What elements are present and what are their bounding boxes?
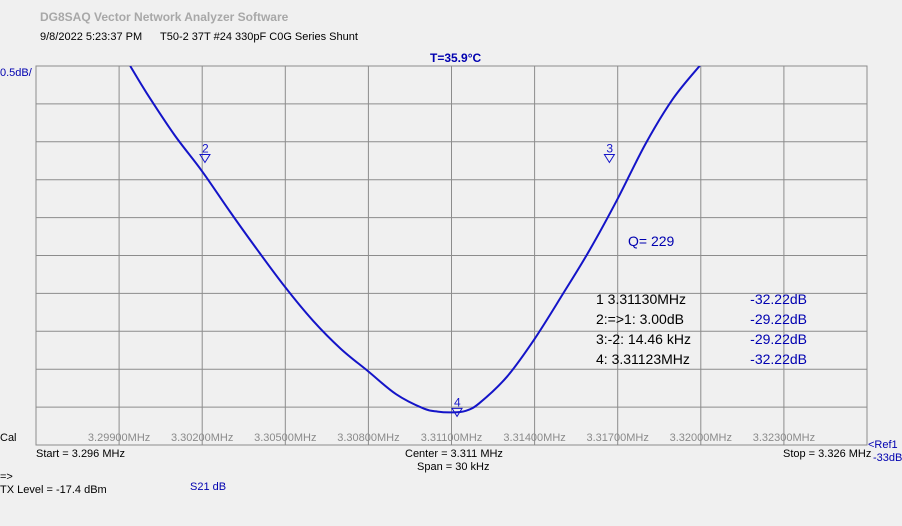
- q-factor-label: Q= 229: [628, 233, 675, 249]
- x-tick-label: 3.32300MHz: [753, 432, 815, 444]
- series-line-s21: [129, 66, 701, 414]
- marker-readout-right: -29.22dB: [750, 311, 807, 327]
- marker-triangle: [199, 153, 211, 164]
- x-tick-label: 3.32000MHz: [670, 432, 732, 444]
- marker-label: 2: [202, 141, 209, 155]
- marker-label: 4: [454, 395, 461, 409]
- span-label: Span = 30 kHz: [417, 461, 490, 473]
- sweep-description: T50-2 37T #24 330pF C0G Series Shunt: [160, 31, 358, 43]
- datetime-label: 9/8/2022 5:23:37 PM: [40, 31, 143, 43]
- marker-readout-left: 2:=>1: 3.00dB: [596, 311, 684, 327]
- arrow-indicator: =>: [0, 471, 13, 483]
- x-tick-label: 3.30200MHz: [171, 432, 233, 444]
- x-tick-label: 3.31100MHz: [421, 432, 483, 444]
- trace-label[interactable]: S21 dB: [190, 481, 227, 493]
- x-tick-label: 3.30500MHz: [254, 432, 316, 444]
- reference-label: <Ref1: [868, 439, 898, 451]
- x-tick-label: 3.30800MHz: [337, 432, 399, 444]
- x-tick-label: 3.29900MHz: [88, 432, 150, 444]
- marker-readout-left: 4: 3.31123MHz: [596, 351, 690, 367]
- temperature-label: T=35.9°C: [430, 51, 482, 65]
- tx-level-label: TX Level = -17.4 dBm: [0, 484, 107, 496]
- reference-value: -33dB: [873, 452, 902, 464]
- x-tick-label: 3.31400MHz: [503, 432, 565, 444]
- scale-label: 0.5dB/: [0, 67, 32, 79]
- marker-triangle: [451, 407, 463, 418]
- marker-readout-left: 3:-2: 14.46 kHz: [596, 331, 691, 347]
- cal-label: Cal: [0, 432, 17, 444]
- x-tick-label: 3.31700MHz: [587, 432, 649, 444]
- center-frequency-label: Center = 3.311 MHz: [405, 448, 503, 460]
- app-title: DG8SAQ Vector Network Analyzer Software: [40, 10, 289, 24]
- marker-readout-left: 1 3.31130MHz: [596, 291, 686, 307]
- marker-readout-right: -32.22dB: [750, 351, 807, 367]
- marker-readout-right: -32.22dB: [750, 291, 807, 307]
- marker-triangle: [603, 153, 616, 164]
- marker-label: 3: [606, 141, 613, 155]
- stop-frequency-label: Stop = 3.326 MHz: [783, 448, 872, 460]
- start-frequency-label: Start = 3.296 MHz: [36, 448, 125, 460]
- marker-readout-right: -29.22dB: [750, 331, 807, 347]
